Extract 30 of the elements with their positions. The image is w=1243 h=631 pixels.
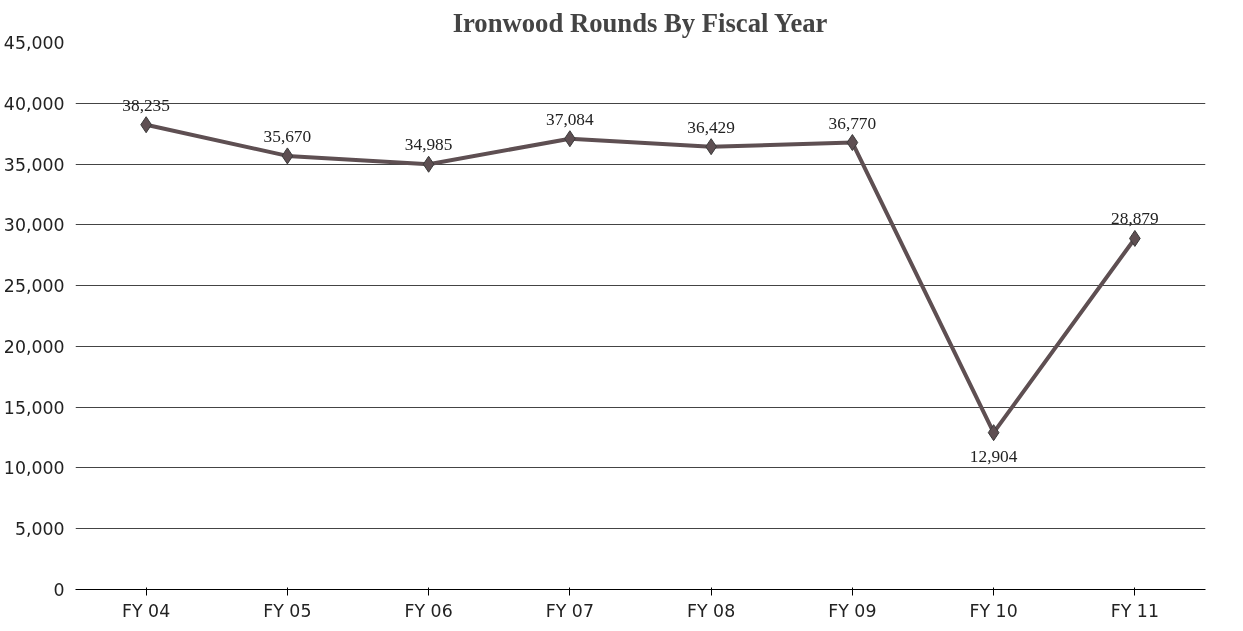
- y-tick-label: 35,000: [3, 154, 65, 175]
- x-tick-label: FY 06: [404, 600, 453, 621]
- y-tick-label: 20,000: [3, 336, 65, 357]
- y-tick-label: 30,000: [3, 215, 65, 236]
- data-label: 37,084: [546, 109, 595, 129]
- point: [846, 134, 859, 152]
- data-label: 34,985: [404, 135, 453, 155]
- x-tick-label: FY 08: [687, 600, 736, 621]
- y-tick-label: 45,000: [3, 33, 65, 53]
- x-tick-label: FY 10: [969, 600, 1018, 621]
- point: [281, 147, 294, 165]
- point: [422, 155, 435, 173]
- x-tick-label: FY 11: [1110, 600, 1159, 621]
- y-tick-label: 10,000: [3, 458, 65, 479]
- x-tick-label: FY 09: [828, 600, 877, 621]
- y-tick-label: 15,000: [3, 397, 65, 418]
- chart-title: Ironwood Rounds By Fiscal Year: [452, 7, 828, 38]
- y-tick-label: 40,000: [3, 93, 65, 114]
- data-label: 36,770: [828, 113, 877, 133]
- point: [987, 424, 1000, 442]
- y-tick-label: 5,000: [14, 519, 65, 540]
- x-tick-label: FY 05: [263, 600, 312, 621]
- data-label: 36,429: [687, 117, 735, 137]
- data-label: 12,904: [969, 446, 1018, 466]
- x-tick-label: FY 04: [122, 600, 171, 621]
- data-label: 28,879: [1111, 209, 1159, 229]
- y-tick-label: 25,000: [3, 276, 65, 297]
- x-tick-label: FY 07: [545, 600, 594, 621]
- y-tick-label: 0: [53, 580, 65, 600]
- data-label: 35,670: [263, 126, 312, 146]
